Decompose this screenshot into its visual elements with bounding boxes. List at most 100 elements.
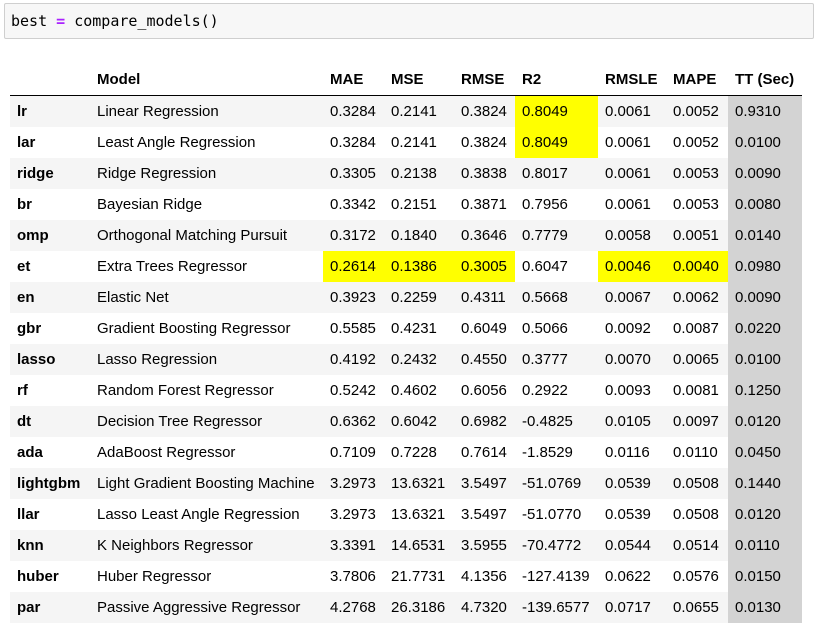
tt-value: 0.0450 [728, 437, 803, 468]
rmse-value: 3.5497 [454, 468, 515, 499]
mae-value: 0.3305 [323, 158, 384, 189]
model-name: Elastic Net [90, 282, 323, 313]
rmse-value: 0.3005 [454, 251, 515, 282]
mape-value: 0.0087 [673, 320, 719, 337]
tt-value: 0.9310 [728, 95, 803, 127]
header-r2: R2 [515, 64, 598, 96]
mape-value: 0.0051 [666, 220, 728, 251]
row-index: en [10, 282, 90, 313]
row-index: knn [10, 530, 90, 561]
row-index: lr [10, 95, 90, 127]
r2-value: -70.4772 [515, 530, 598, 561]
r2-value: 0.2922 [522, 382, 568, 399]
tt-value: 0.0100 [728, 127, 803, 158]
mape-value: 0.0655 [666, 592, 728, 623]
table-row: lar Least Angle Regression 0.3284 0.2141 0.3… [10, 127, 803, 158]
rmsle-value: 0.0061 [598, 95, 666, 127]
table-row: omp Orthogonal Matching Pursuit 0.3172 0.18… [10, 220, 803, 251]
table-row: huber Huber Regressor 3.7806 21.7731 4.1356-… [10, 561, 803, 592]
mae-value: 0.3923 [323, 282, 384, 313]
row-index: omp [10, 220, 90, 251]
tt-value: 0.0980 [728, 251, 803, 282]
r2-value: 0.7779 [515, 220, 598, 251]
mape-value: 0.0052 [666, 95, 728, 127]
header-index [10, 64, 90, 96]
r2-value: 0.6047 [522, 258, 568, 275]
header-mse: MSE [384, 64, 454, 96]
tt-value: 0.0150 [728, 561, 803, 592]
r2-value: -51.0769 [515, 468, 598, 499]
mape-value: 0.0576 [673, 568, 719, 585]
rmsle-value: 0.0544 [598, 530, 666, 561]
tt-value: 0.0110 [728, 530, 803, 561]
rmsle-value: 0.0058 [598, 220, 666, 251]
tt-value: 0.1440 [728, 468, 803, 499]
row-index: par [10, 592, 90, 623]
model-name: Bayesian Ridge [97, 196, 203, 213]
row-index: ada [17, 444, 43, 461]
mae-value: 0.3172 [323, 220, 384, 251]
rmsle-value: 0.0622 [605, 568, 651, 585]
rmsle-value: 0.0092 [605, 320, 651, 337]
mae-value: 0.7109 [330, 444, 376, 461]
model-name: AdaBoost Regressor [97, 444, 236, 461]
mse-value: 13.6321 [391, 506, 446, 523]
code-assign-operator: = [56, 12, 66, 30]
mse-value: 0.2151 [391, 196, 437, 213]
mape-value: 0.0097 [666, 406, 728, 437]
r2-value: -51.0770 [522, 506, 582, 523]
rmsle-value: 0.0093 [605, 382, 651, 399]
mse-value: 0.7228 [391, 444, 437, 461]
rmsle-value: 0.0717 [598, 592, 666, 623]
rmse-value: 0.3824 [454, 95, 515, 127]
rmse-value: 3.5497 [461, 506, 507, 523]
mape-value: 0.0062 [666, 282, 728, 313]
tt-value: 0.0090 [728, 282, 803, 313]
model-name: Decision Tree Regressor [90, 406, 323, 437]
mse-value: 0.2432 [384, 344, 454, 375]
header-rmsle: RMSLE [598, 64, 666, 96]
mse-value: 0.4231 [391, 320, 437, 337]
mae-value: 0.3284 [323, 95, 384, 127]
mae-value: 4.2768 [323, 592, 384, 623]
r2-value: 0.5668 [515, 282, 598, 313]
mape-value: 0.0053 [673, 196, 719, 213]
rmse-value: 0.3871 [461, 196, 507, 213]
mse-value: 0.2138 [384, 158, 454, 189]
table-row: gbr Gradient Boosting Regressor 0.5585 0.42… [10, 313, 803, 344]
mape-value: 0.0065 [666, 344, 728, 375]
r2-value: 0.5066 [522, 320, 568, 337]
mse-value: 0.6042 [384, 406, 454, 437]
r2-value: 0.8017 [515, 158, 598, 189]
table-row: dt Decision Tree Regressor 0.6362 0.6042 0.6… [10, 406, 803, 437]
mape-value: 0.0053 [666, 158, 728, 189]
model-name: K Neighbors Regressor [90, 530, 323, 561]
header-mae: MAE [323, 64, 384, 96]
mse-value: 0.2259 [384, 282, 454, 313]
rmsle-value: 0.0539 [598, 468, 666, 499]
rmse-value: 0.6056 [461, 382, 507, 399]
rmsle-value: 0.0116 [605, 444, 650, 461]
mse-value: 0.2141 [391, 134, 437, 151]
rmsle-value: 0.0061 [598, 158, 666, 189]
tt-value: 0.0130 [728, 592, 803, 623]
mae-value: 3.3391 [323, 530, 384, 561]
header-tt-sec: TT (Sec) [728, 64, 803, 96]
model-name: Random Forest Regressor [97, 382, 274, 399]
cell-output: Model MAE MSE RMSE R2 RMSLE MAPE TT (Sec) lr Lin… [10, 64, 803, 623]
header-mape: MAPE [666, 64, 728, 96]
mae-value: 0.6362 [323, 406, 384, 437]
r2-value: 0.8049 [515, 127, 598, 158]
code-cell-input[interactable]: best = compare_models() [4, 3, 814, 39]
tt-value: 0.0120 [728, 406, 803, 437]
rmsle-value: 0.0046 [598, 251, 666, 282]
tt-value: 0.0090 [728, 158, 803, 189]
mae-value: 3.2973 [330, 506, 376, 523]
mape-value: 0.0110 [673, 444, 718, 461]
rmse-value: 4.7320 [454, 592, 515, 623]
mape-value: 0.0081 [673, 382, 719, 399]
mae-value: 0.4192 [323, 344, 384, 375]
row-index: dt [10, 406, 90, 437]
mse-value: 0.1840 [384, 220, 454, 251]
tt-value: 0.0140 [728, 220, 803, 251]
